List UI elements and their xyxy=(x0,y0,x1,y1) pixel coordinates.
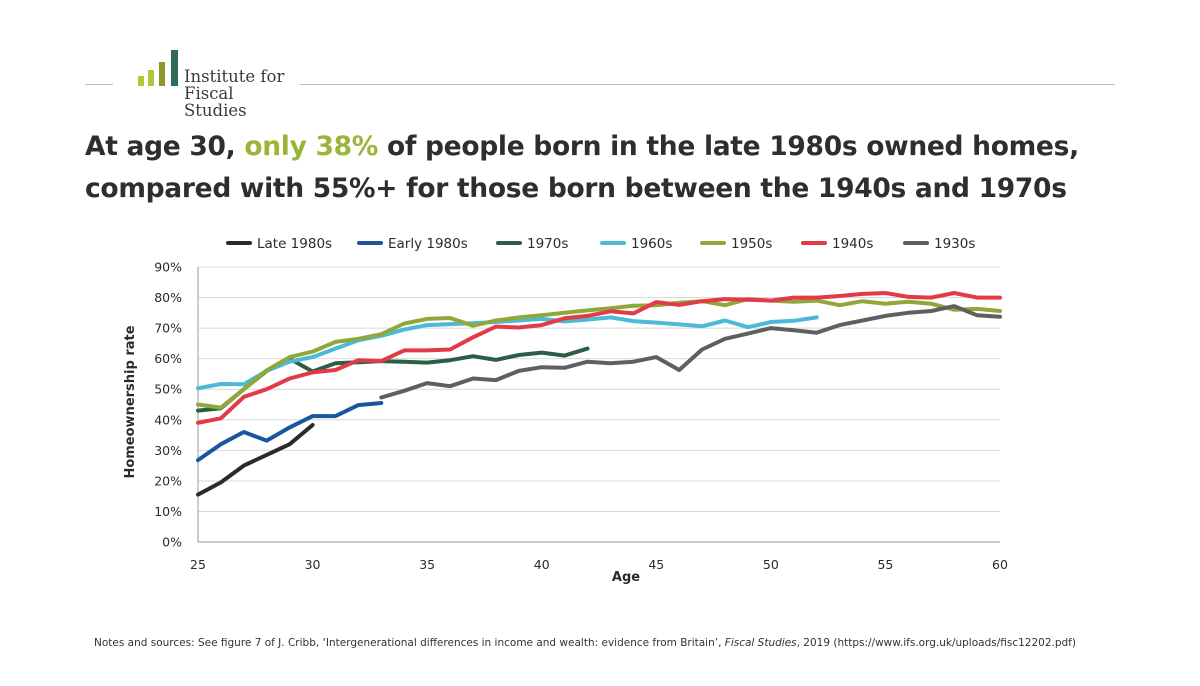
header-rule-left xyxy=(85,84,113,85)
series-line-1960s xyxy=(196,315,819,391)
y-axis-ticks: 0% 10% 20% 30% 40% 50% 60% 70% 80% 90% xyxy=(154,260,182,550)
header-rule-right xyxy=(300,84,1115,85)
chart-legend: Late 1980s Early 1980s 1970s 1960s 1950s 1940… xyxy=(226,236,975,252)
x-tick-label: 35 xyxy=(419,557,435,572)
legend-label: 1950s xyxy=(731,236,772,252)
notes-suffix: , 2019 (https://www.ifs.org.uk/uploads/f… xyxy=(796,637,1076,649)
x-axis-label: Age xyxy=(612,570,640,585)
legend-label: 1970s xyxy=(527,236,568,252)
y-tick-label: 70% xyxy=(154,321,182,336)
y-tick-label: 80% xyxy=(154,290,182,305)
y-tick-label: 40% xyxy=(154,412,182,427)
legend-label: 1930s xyxy=(934,236,975,252)
title-part-2: of people born in the late 1980s owned h… xyxy=(378,131,1079,162)
legend-label: Late 1980s xyxy=(257,236,332,252)
y-tick-label: 0% xyxy=(162,535,182,550)
legend-label: Early 1980s xyxy=(388,236,468,252)
title-line-2: compared with 55%+ for those born betwee… xyxy=(85,173,1067,204)
logo-text: Institute for Fiscal Studies xyxy=(184,68,296,119)
y-tick-label: 90% xyxy=(154,260,182,275)
x-tick-label: 45 xyxy=(648,557,664,572)
y-tick-label: 60% xyxy=(154,351,182,366)
homeownership-line-chart: Late 1980s Early 1980s 1970s 1960s 1950s 1940… xyxy=(123,236,1008,585)
ifs-logo[interactable]: Institute for Fiscal Studies xyxy=(136,48,296,119)
x-axis-ticks: 25 30 35 40 45 50 55 60 xyxy=(190,557,1008,572)
legend-label: 1940s xyxy=(832,236,873,252)
title-highlight: only 38% xyxy=(244,131,379,162)
y-tick-label: 10% xyxy=(154,504,182,519)
series-line-late-1980s xyxy=(196,423,315,497)
page-title: At age 30, only 38% of people born in th… xyxy=(85,126,1145,210)
y-axis-label: Homeownership rate xyxy=(123,325,138,478)
legend-label: 1960s xyxy=(631,236,672,252)
title-line-1: At age 30, only 38% of people born in th… xyxy=(85,126,1145,168)
x-tick-label: 60 xyxy=(992,557,1008,572)
logo-line-2: Fiscal Studies xyxy=(184,84,247,120)
title-part-1: At age 30, xyxy=(85,131,245,162)
y-tick-label: 20% xyxy=(154,473,182,488)
notes-journal: Fiscal Studies xyxy=(724,637,797,649)
x-tick-label: 50 xyxy=(763,557,779,572)
y-tick-label: 50% xyxy=(154,382,182,397)
series-line-1930s xyxy=(379,304,1002,400)
series-line-1950s xyxy=(196,297,1002,410)
series-line-early-1980s xyxy=(196,401,384,463)
x-tick-label: 30 xyxy=(305,557,321,572)
series-line-1940s xyxy=(196,291,1002,425)
x-tick-label: 55 xyxy=(877,557,893,572)
x-tick-label: 25 xyxy=(190,557,206,572)
y-tick-label: 30% xyxy=(154,443,182,458)
notes-and-sources: Notes and sources: See figure 7 of J. Cr… xyxy=(94,637,1154,649)
chart-series xyxy=(196,291,1002,497)
notes-prefix: Notes and sources: See figure 7 of J. Cr… xyxy=(94,637,725,649)
logo-line-1: Institute for xyxy=(184,67,285,86)
x-tick-label: 40 xyxy=(534,557,550,572)
logo-bars-icon xyxy=(138,50,178,86)
